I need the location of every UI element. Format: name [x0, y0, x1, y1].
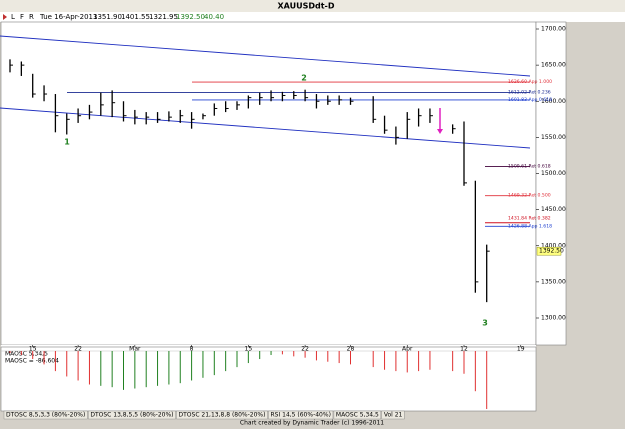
level-label: 1612.02 Ret 0.236 [508, 90, 551, 96]
tab-label[interactable]: RSI 14,5 (60%-40%) [270, 412, 330, 419]
level-label: 1426.88 App 1.618 [508, 223, 552, 229]
oscillator-panel [0, 346, 537, 412]
oscillator-legend: MAOSC = -86.604 [5, 358, 59, 365]
x-tick-label: 15 [29, 346, 37, 353]
y-tick-label: 1500.00 [541, 170, 566, 177]
wave-label: 3 [482, 319, 488, 328]
y-tick-label: 1700.00 [541, 26, 566, 33]
tab-label[interactable]: MAOSC 5,34,5 [336, 412, 379, 419]
info-date: Tue 16-Apr-2013 [39, 13, 97, 21]
tab-label[interactable]: Vol 21 [384, 412, 403, 419]
oscillator-title: MAOSC 5,34,5 [5, 351, 48, 358]
level-label: 1601.83 App 0.618 [508, 97, 552, 103]
x-tick-label: 12 [460, 346, 468, 353]
x-tick-label: 28 [347, 346, 355, 353]
level-label: 1509.61 Ret 0.618 [508, 164, 551, 170]
tab-label[interactable]: DTOSC 13,8,5,5 (80%-20%) [90, 412, 173, 419]
wave-label: 2 [301, 74, 307, 83]
x-tick-label: 19 [517, 346, 525, 353]
title-bar [0, 0, 625, 12]
wave-label: 1 [64, 138, 70, 147]
toolbar-button[interactable]: R [29, 13, 34, 21]
y-tick-label: 1450.00 [541, 206, 566, 213]
y-tick-label: 1550.00 [541, 134, 566, 141]
y-tick-label: 1300.00 [541, 315, 566, 322]
level-label: 1626.60 App 1.000 [508, 79, 552, 85]
toolbar-button[interactable]: F [20, 13, 24, 21]
tab[interactable] [268, 410, 334, 420]
info-close: 1392.50 [176, 13, 205, 21]
x-tick-label: Mar [129, 346, 141, 353]
x-tick-label: 15 [245, 346, 253, 353]
marker-arrow-head [437, 129, 443, 134]
tab-label[interactable]: DTOSC 8,5,3,3 (80%-20%) [6, 412, 85, 419]
y-tick-label: 1600.00 [541, 98, 566, 105]
y-tick-label: 1650.00 [541, 62, 566, 69]
tab-label[interactable]: DTOSC 21,13,8,8 (80%-20%) [179, 412, 266, 419]
y-tick-label: 1350.00 [541, 278, 566, 285]
y-axis-panel [535, 21, 567, 346]
x-tick-label: 22 [301, 346, 309, 353]
info-low: 1321.95 [149, 13, 178, 21]
level-label: 1431.84 Ret 0.382 [508, 216, 551, 222]
tab[interactable] [381, 410, 405, 420]
x-tick-label: 8 [190, 346, 194, 353]
tab[interactable] [176, 410, 268, 420]
last-price-box [536, 246, 562, 256]
chart-title: XAUUSDdt-D [277, 2, 334, 11]
tab[interactable] [333, 410, 382, 420]
x-tick-label: 22 [74, 346, 82, 353]
y-tick-label: 1400.00 [541, 242, 566, 249]
info-bar [0, 12, 625, 22]
footer: Chart created by Dynamic Trader (c) 1996… [240, 420, 384, 427]
last-price-label: 1392.50 [539, 248, 564, 255]
tab[interactable] [88, 410, 176, 420]
toolbar-icon[interactable] [3, 14, 7, 20]
info-change: 40.40 [204, 13, 224, 21]
info-high: 1401.55 [121, 13, 150, 21]
tab[interactable] [3, 410, 88, 420]
trend-line [0, 35, 531, 77]
info-open: 1351.90 [93, 13, 122, 21]
price-panel [0, 21, 537, 346]
trend-line [0, 107, 531, 149]
toolbar-button[interactable]: L [11, 13, 15, 21]
x-tick-label: Apr [402, 346, 413, 353]
level-label: 1469.32 Ret 0.500 [508, 193, 551, 199]
